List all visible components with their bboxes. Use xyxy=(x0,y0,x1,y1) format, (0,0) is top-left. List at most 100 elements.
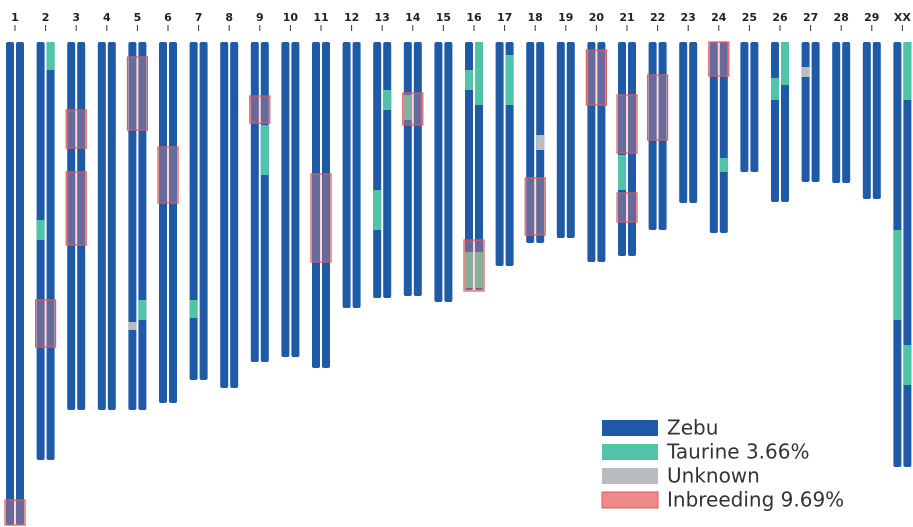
chromosome: 5 xyxy=(126,11,149,410)
chromosome: 1 xyxy=(4,11,26,526)
taurine-segment xyxy=(260,125,269,175)
legend-label: Zebu xyxy=(667,416,718,440)
chromatid xyxy=(230,42,239,388)
taurine-segment xyxy=(475,42,483,105)
chromatid xyxy=(199,42,208,380)
chromatid xyxy=(322,42,330,368)
chromatid xyxy=(373,42,382,298)
legend-label: Taurine 3.66% xyxy=(666,440,810,464)
taurine-segment xyxy=(138,300,147,320)
chromosome-label: 5 xyxy=(134,11,142,24)
chromosome-label: 13 xyxy=(375,11,390,24)
chromosome: 16 xyxy=(463,11,485,292)
chromosome-label: 26 xyxy=(772,11,788,24)
inbreeding-segment xyxy=(616,192,638,223)
taurine-segment xyxy=(771,78,779,100)
inbreeding-segment xyxy=(616,94,638,154)
chromatid xyxy=(46,42,55,460)
chromosome-label: 23 xyxy=(681,11,696,24)
taurine-segment xyxy=(618,155,626,190)
chromosome: 27 xyxy=(801,11,820,182)
chromosome-label: 22 xyxy=(650,11,665,24)
chromatid xyxy=(771,42,779,202)
inbreeding-segment xyxy=(585,49,608,106)
chromosome-label: 28 xyxy=(834,11,849,24)
chromosome: 7 xyxy=(189,11,208,380)
chromosome: 13 xyxy=(373,11,392,298)
chromatid xyxy=(465,42,473,290)
taurine-segment xyxy=(781,42,789,85)
inbreeding-segment xyxy=(463,239,485,292)
chromosome: 19 xyxy=(556,11,575,238)
chromosome-label: 15 xyxy=(436,11,451,24)
chromosome-label: 2 xyxy=(42,11,50,24)
inbreeding-segment xyxy=(249,95,271,124)
chromosome: XX xyxy=(893,11,912,467)
chromosome: 25 xyxy=(740,11,759,172)
taurine-segment xyxy=(903,345,912,385)
chromatid xyxy=(903,42,912,467)
chromatid xyxy=(495,42,504,266)
chromatid xyxy=(832,42,841,183)
chromatid xyxy=(67,42,76,410)
chromatid xyxy=(169,42,177,403)
chromatid xyxy=(16,42,24,525)
chromatid xyxy=(312,42,320,368)
chromatid xyxy=(556,42,565,238)
chromosome: 4 xyxy=(97,11,116,410)
inbreeding-segment xyxy=(4,499,26,526)
inbreeding-segment xyxy=(646,74,669,141)
legend-item: Taurine 3.66% xyxy=(602,440,810,464)
unknown-segment xyxy=(536,135,545,150)
unknown-segment xyxy=(801,67,810,77)
chromatid xyxy=(750,42,759,172)
chromosome-label: 20 xyxy=(589,11,605,24)
chromosome: 10 xyxy=(281,11,300,357)
legend-label: Inbreeding 9.69% xyxy=(667,488,844,512)
chromatid xyxy=(260,42,269,362)
chromosome: 29 xyxy=(862,11,881,199)
chromosome: 21 xyxy=(616,11,638,256)
chromatid xyxy=(291,42,300,357)
chromatid xyxy=(811,42,820,182)
chromosome: 26 xyxy=(771,11,789,202)
chromosome-label: 1 xyxy=(11,11,19,24)
chromosome-label: XX xyxy=(894,11,911,24)
taurine-segment xyxy=(36,220,45,240)
inbreeding-segment xyxy=(65,171,87,246)
chromatid xyxy=(128,42,137,410)
chromosome: 12 xyxy=(342,11,361,308)
chromatid xyxy=(679,42,688,203)
taurine-segment xyxy=(465,252,473,288)
chromosome: 3 xyxy=(65,11,87,410)
chromatid xyxy=(413,42,422,296)
chromosome-label: 7 xyxy=(195,11,203,24)
chromosome-label: 25 xyxy=(742,11,757,24)
inbreeding-segment xyxy=(126,56,149,131)
chromatid xyxy=(36,42,45,460)
legend-item: Zebu xyxy=(602,416,718,440)
legend-item: Unknown xyxy=(602,464,760,488)
chromatid xyxy=(658,42,667,230)
chromatid xyxy=(526,42,535,243)
taurine-segment xyxy=(46,42,55,70)
inbreeding-segment xyxy=(65,109,87,149)
taurine-segment xyxy=(505,55,514,105)
unknown-segment xyxy=(128,322,137,330)
chromosome: 17 xyxy=(495,11,514,266)
inbreeding-segment xyxy=(157,146,179,204)
chromosome-label: 16 xyxy=(466,11,482,24)
legend-item: Inbreeding 9.69% xyxy=(601,488,844,512)
chromatid xyxy=(872,42,881,199)
chromosome: 18 xyxy=(524,11,546,243)
chromosome-label: 3 xyxy=(72,11,80,24)
inbreeding-segment xyxy=(708,41,730,77)
chromatid xyxy=(220,42,229,388)
chromosome-label: 6 xyxy=(164,11,172,24)
chromosome-label: 11 xyxy=(313,11,328,24)
chromatid xyxy=(740,42,749,172)
chromatid xyxy=(383,42,392,298)
chromatid xyxy=(862,42,871,199)
chromosome-label: 21 xyxy=(619,11,634,24)
chromosome: 22 xyxy=(646,11,669,230)
